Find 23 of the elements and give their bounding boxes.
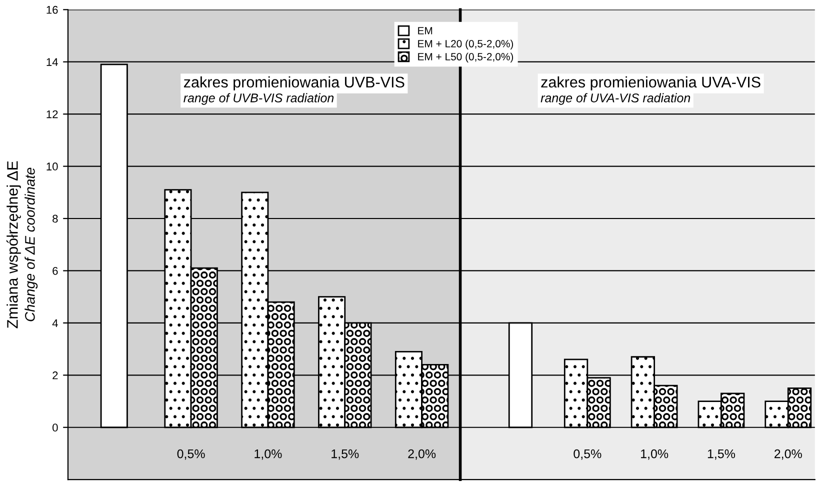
x-tick-label: 0,5% <box>574 449 602 460</box>
y-tick-label: 0 <box>52 424 58 432</box>
annotation: zakres promieniowania UVA-VIS range of UVA-VIS radiation <box>540 76 760 105</box>
x-tick-label: 0,5% <box>177 449 205 460</box>
x-tick-label: 2,0% <box>408 449 436 460</box>
annotation: zakres promieniowania UVB-VIS range of UVB-VIS radiation <box>184 76 404 105</box>
x-tick-label: 1,5% <box>708 449 736 460</box>
y-tick-label: 8 <box>52 214 58 223</box>
y-tick-label: 2 <box>52 371 58 380</box>
text: Zmiana współrzędnej ΔE Change of ΔE coordinate <box>6 161 38 328</box>
y-tick-label: 16 <box>46 6 58 14</box>
y-tick-label: 10 <box>46 162 58 170</box>
y-tick-label: 12 <box>46 110 58 118</box>
x-tick-label: 1,5% <box>332 449 359 460</box>
x-tick-label: 1,0% <box>641 449 668 460</box>
y-tick-label: 14 <box>46 58 58 66</box>
x-tick-label: 1,0% <box>254 449 282 460</box>
x-tick-label: 2,0% <box>774 449 802 460</box>
legend-label: EM + L20 (0,5-2,0%) <box>418 40 514 50</box>
y-tick-label: 4 <box>52 319 58 327</box>
legend-label: EM + L50 (0,5-2,0%) <box>418 52 514 62</box>
y-tick-label: 6 <box>52 266 58 275</box>
legend-label: EM <box>418 27 432 34</box>
